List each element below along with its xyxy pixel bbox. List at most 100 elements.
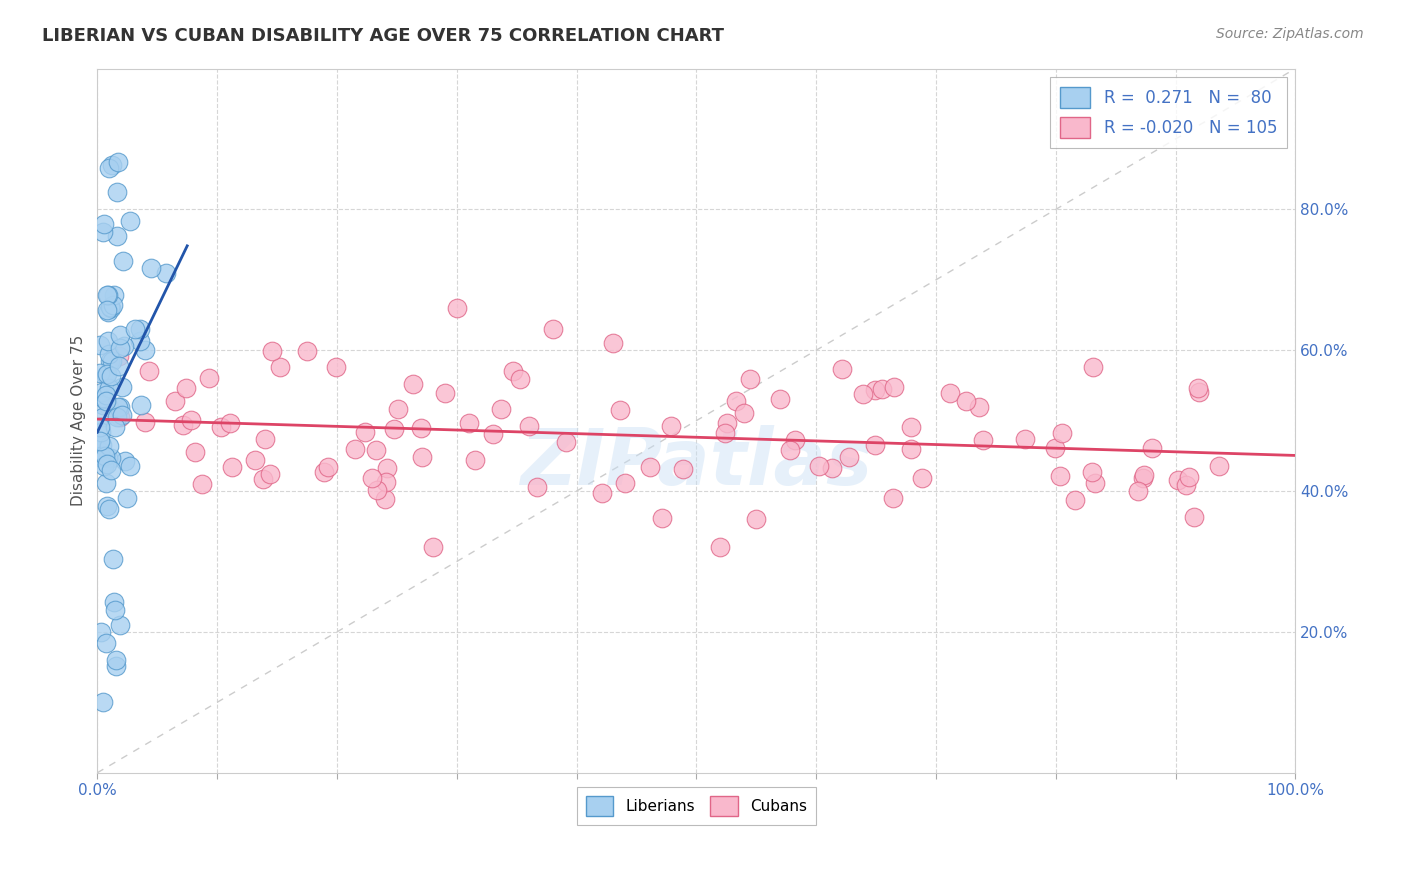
Point <box>129 322 152 336</box>
Point <box>174 381 197 395</box>
Point <box>115 491 138 505</box>
Point <box>1014 432 1036 446</box>
Point <box>103 594 125 608</box>
Point <box>155 266 177 280</box>
Point <box>97 288 120 302</box>
Point <box>387 401 409 416</box>
Point <box>105 228 128 243</box>
Point <box>98 401 121 415</box>
Point <box>90 438 112 452</box>
Point <box>89 420 111 434</box>
Point <box>374 475 396 490</box>
Point <box>107 401 129 415</box>
Point <box>259 467 281 481</box>
Point <box>738 372 761 386</box>
Point <box>1208 458 1230 473</box>
Point <box>93 695 115 709</box>
Point <box>94 368 117 383</box>
Point <box>90 625 112 640</box>
Point <box>325 359 347 374</box>
Point <box>709 541 731 555</box>
Point <box>852 387 875 401</box>
Point <box>96 499 118 513</box>
Point <box>103 288 125 302</box>
Point <box>541 322 564 336</box>
Point <box>361 470 384 484</box>
Point <box>1187 381 1209 395</box>
Point <box>97 305 120 319</box>
Text: Source: ZipAtlas.com: Source: ZipAtlas.com <box>1216 27 1364 41</box>
Point <box>107 155 129 169</box>
Point <box>108 617 131 632</box>
Point <box>769 392 792 407</box>
Point <box>883 380 905 394</box>
Point <box>97 501 120 516</box>
Point <box>422 541 444 555</box>
Point <box>638 460 661 475</box>
Point <box>100 463 122 477</box>
Point <box>129 398 152 412</box>
Point <box>481 426 503 441</box>
Point <box>733 406 755 420</box>
Point <box>838 450 860 464</box>
Y-axis label: Disability Age Over 75: Disability Age Over 75 <box>72 335 86 507</box>
Point <box>96 288 118 302</box>
Point <box>262 344 284 359</box>
Point <box>105 409 128 424</box>
Point <box>382 422 405 436</box>
Point <box>190 477 212 491</box>
Point <box>94 636 117 650</box>
Point <box>218 417 240 431</box>
Point <box>111 408 134 422</box>
Point <box>89 338 111 352</box>
Point <box>863 383 886 397</box>
Point <box>374 491 396 506</box>
Point <box>900 442 922 456</box>
Point <box>110 401 132 415</box>
Point <box>100 353 122 368</box>
Point <box>129 334 152 349</box>
Point <box>1126 483 1149 498</box>
Point <box>1081 465 1104 479</box>
Point <box>180 413 202 427</box>
Point <box>1188 385 1211 400</box>
Point <box>93 391 115 405</box>
Point <box>882 491 904 505</box>
Point <box>100 450 122 465</box>
Point <box>807 459 830 474</box>
Point <box>509 372 531 386</box>
Point <box>366 483 388 497</box>
Point <box>97 334 120 349</box>
Point <box>93 217 115 231</box>
Point <box>489 401 512 416</box>
Point <box>91 398 114 412</box>
Point <box>269 360 291 375</box>
Point <box>104 652 127 666</box>
Point <box>865 438 887 452</box>
Point <box>91 410 114 425</box>
Point <box>1182 509 1205 524</box>
Point <box>972 433 994 447</box>
Point <box>614 475 637 490</box>
Point <box>96 457 118 471</box>
Point <box>108 341 131 355</box>
Point <box>97 450 120 465</box>
Point <box>411 421 433 435</box>
Point <box>93 225 115 239</box>
Point <box>526 480 548 494</box>
Point <box>112 254 135 268</box>
Point <box>138 364 160 378</box>
Point <box>659 419 682 434</box>
Point <box>1049 469 1071 483</box>
Point <box>112 339 135 353</box>
Point <box>434 385 457 400</box>
Point <box>94 394 117 409</box>
Point <box>104 419 127 434</box>
Point <box>714 426 737 441</box>
Point <box>111 380 134 394</box>
Point <box>98 353 121 368</box>
Point <box>243 452 266 467</box>
Point <box>101 158 124 172</box>
Point <box>100 368 122 383</box>
Point <box>725 393 748 408</box>
